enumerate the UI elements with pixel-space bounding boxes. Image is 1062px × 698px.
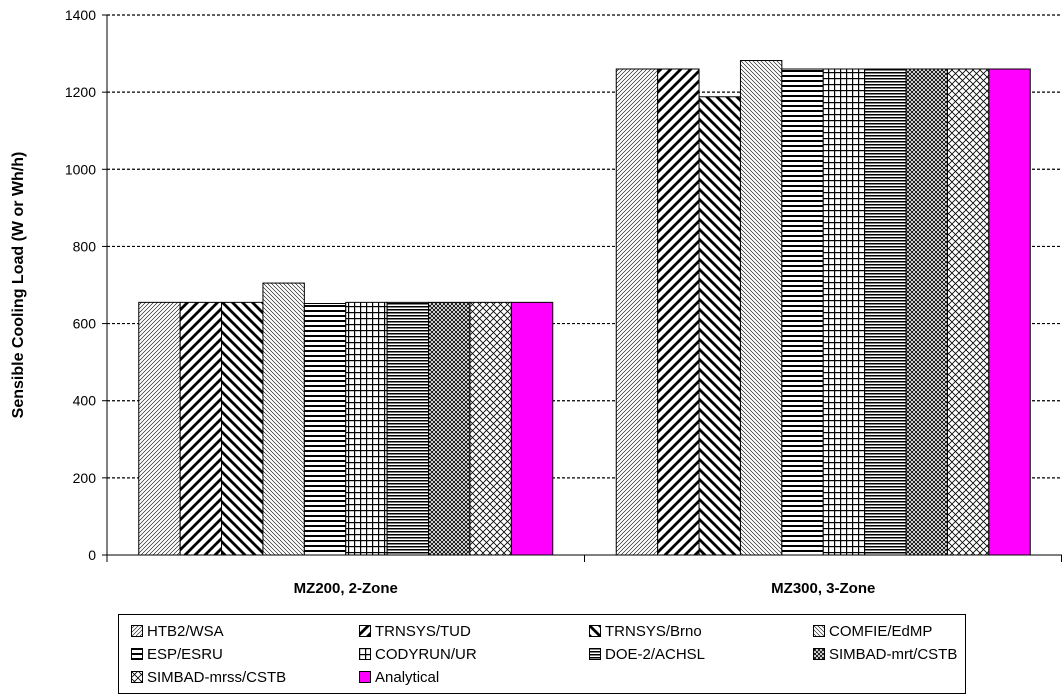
y-tick-label: 200 — [73, 470, 97, 486]
legend-item: SIMBAD-mrt/CSTB — [813, 644, 957, 664]
bar — [781, 68, 824, 556]
legend-label: ESP/ESRU — [147, 645, 223, 663]
legend-label: Analytical — [375, 668, 440, 686]
bar — [303, 303, 347, 556]
x-category-label: MZ200, 2-Zone — [294, 580, 398, 597]
bar — [179, 301, 223, 556]
legend-label: HTB2/WSA — [147, 622, 224, 640]
bar — [386, 301, 430, 556]
legend-swatch — [589, 648, 601, 660]
legend-item: COMFIE/EdMP — [813, 621, 932, 641]
bar — [469, 301, 512, 556]
legend-label: SIMBAD-mrt/CSTB — [829, 645, 958, 663]
bar — [822, 68, 866, 556]
y-tick-label: 0 — [88, 547, 96, 563]
bar — [510, 301, 554, 556]
legend-item: TRNSYS/Brno — [589, 621, 702, 641]
y-tick-label: 400 — [73, 393, 97, 409]
legend-swatch — [359, 648, 371, 660]
legend-item: TRNSYS/TUD — [359, 621, 471, 641]
legend-item: SIMBAD-mrss/CSTB — [131, 667, 286, 687]
legend-label: CODYRUN/UR — [375, 645, 477, 663]
y-tick-label: 1400 — [65, 7, 96, 23]
bar — [138, 301, 181, 556]
bar — [262, 282, 305, 556]
bar — [221, 301, 264, 556]
bar — [988, 68, 1031, 556]
legend-label: DOE-2/ACHSL — [605, 645, 706, 663]
legend-item: CODYRUN/UR — [359, 644, 477, 664]
bar — [428, 301, 471, 556]
legend-swatch — [589, 625, 601, 637]
legend-item: DOE-2/ACHSL — [589, 644, 705, 664]
bar — [739, 60, 783, 556]
legend-swatch — [131, 671, 143, 683]
legend-label: TRNSYS/TUD — [375, 622, 471, 640]
bar — [864, 68, 907, 556]
legend-item: HTB2/WSA — [131, 621, 224, 641]
y-tick-label: 800 — [73, 238, 97, 254]
legend: HTB2/WSA TRNSYS/TUD TRNSYS/Brno COMFIE/EdMP… — [118, 614, 966, 694]
bar — [345, 301, 388, 556]
legend-swatch — [131, 648, 143, 660]
legend-label: SIMBAD-mrss/CSTB — [147, 668, 287, 686]
legend-swatch — [813, 625, 825, 637]
bar — [905, 68, 948, 556]
legend-label: TRNSYS/Brno — [605, 622, 702, 640]
y-tick-label: 1000 — [65, 161, 96, 177]
bar — [615, 68, 659, 556]
legend-item: ESP/ESRU — [131, 644, 223, 664]
legend-item: Analytical — [359, 667, 439, 687]
y-tick-label: 600 — [73, 316, 97, 332]
legend-swatch — [131, 625, 143, 637]
bar — [946, 68, 990, 556]
y-tick-label: 1200 — [65, 84, 96, 100]
y-axis-title: Sensible Cooling Load (W or Wh/h) — [10, 152, 27, 419]
legend-label: COMFIE/EdMP — [829, 622, 933, 640]
x-category-label: MZ300, 3-Zone — [771, 580, 875, 597]
bar — [657, 68, 700, 556]
legend-swatch — [359, 625, 371, 637]
legend-swatch — [359, 671, 371, 683]
legend-swatch — [813, 648, 825, 660]
bar — [698, 96, 741, 556]
